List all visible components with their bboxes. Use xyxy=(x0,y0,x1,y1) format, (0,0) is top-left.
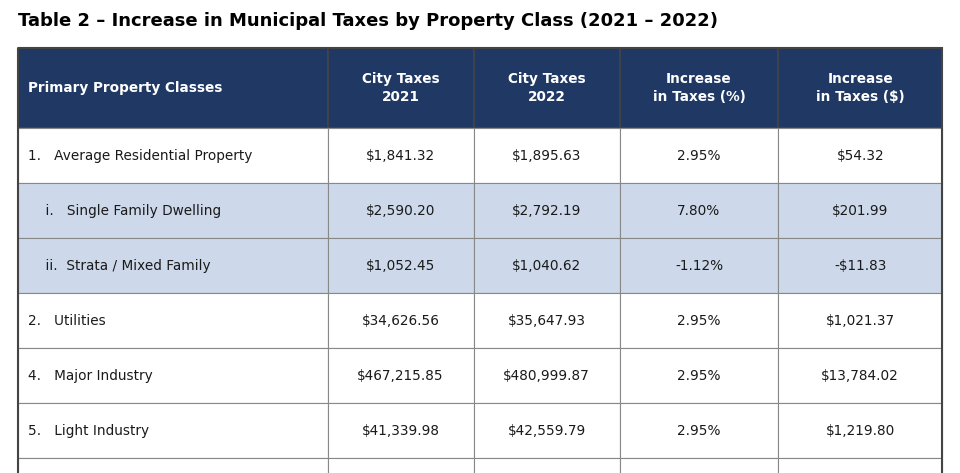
Bar xyxy=(327,48,473,128)
Bar xyxy=(779,293,942,348)
Bar xyxy=(327,128,473,183)
Text: $480,999.87: $480,999.87 xyxy=(503,368,589,383)
Text: $34,626.56: $34,626.56 xyxy=(362,314,440,327)
Bar xyxy=(473,183,619,238)
Text: $2,792.19: $2,792.19 xyxy=(512,203,581,218)
Text: $42,559.79: $42,559.79 xyxy=(508,423,586,438)
Bar xyxy=(779,348,942,403)
Bar xyxy=(18,48,327,128)
Text: $54.32: $54.32 xyxy=(836,149,884,163)
Text: 4.   Major Industry: 4. Major Industry xyxy=(28,368,153,383)
Bar xyxy=(327,293,473,348)
Text: Increase
in Taxes ($): Increase in Taxes ($) xyxy=(816,71,904,105)
Bar xyxy=(473,128,619,183)
Bar xyxy=(473,458,619,473)
Bar xyxy=(619,403,779,458)
Text: 2.95%: 2.95% xyxy=(677,423,721,438)
Text: $1,052.45: $1,052.45 xyxy=(366,259,435,272)
Text: 1.   Average Residential Property: 1. Average Residential Property xyxy=(28,149,252,163)
Text: -$11.83: -$11.83 xyxy=(834,259,886,272)
Text: $35,647.93: $35,647.93 xyxy=(508,314,586,327)
Bar xyxy=(473,238,619,293)
Bar xyxy=(473,348,619,403)
Bar xyxy=(327,238,473,293)
Text: $201.99: $201.99 xyxy=(832,203,888,218)
Bar xyxy=(473,403,619,458)
Bar xyxy=(18,458,327,473)
Text: $1,021.37: $1,021.37 xyxy=(826,314,895,327)
Bar xyxy=(18,403,327,458)
Bar xyxy=(18,293,327,348)
Text: City Taxes
2022: City Taxes 2022 xyxy=(508,71,586,105)
Bar xyxy=(473,48,619,128)
Bar xyxy=(619,458,779,473)
Bar xyxy=(327,403,473,458)
Text: Primary Property Classes: Primary Property Classes xyxy=(28,81,223,95)
Bar xyxy=(18,128,327,183)
Text: $1,841.32: $1,841.32 xyxy=(366,149,435,163)
Text: $2,590.20: $2,590.20 xyxy=(366,203,435,218)
Text: Table 2 – Increase in Municipal Taxes by Property Class (2021 – 2022): Table 2 – Increase in Municipal Taxes by… xyxy=(18,12,718,30)
Text: City Taxes
2021: City Taxes 2021 xyxy=(362,71,440,105)
Text: ii.  Strata / Mixed Family: ii. Strata / Mixed Family xyxy=(28,259,210,272)
Bar xyxy=(619,183,779,238)
Text: -1.12%: -1.12% xyxy=(675,259,723,272)
Bar xyxy=(779,48,942,128)
Text: $41,339.98: $41,339.98 xyxy=(362,423,440,438)
Bar xyxy=(619,238,779,293)
Bar xyxy=(619,48,779,128)
Bar xyxy=(327,458,473,473)
Bar xyxy=(473,293,619,348)
Bar xyxy=(327,348,473,403)
Text: $13,784.02: $13,784.02 xyxy=(822,368,900,383)
Bar xyxy=(18,238,327,293)
Bar xyxy=(619,128,779,183)
Text: $1,040.62: $1,040.62 xyxy=(512,259,581,272)
Bar xyxy=(18,183,327,238)
Bar xyxy=(779,183,942,238)
Bar xyxy=(779,128,942,183)
Text: 2.95%: 2.95% xyxy=(677,368,721,383)
Bar xyxy=(779,403,942,458)
Bar xyxy=(619,348,779,403)
Text: 5.   Light Industry: 5. Light Industry xyxy=(28,423,149,438)
Bar xyxy=(779,238,942,293)
Text: 2.95%: 2.95% xyxy=(677,314,721,327)
Text: 2.95%: 2.95% xyxy=(677,149,721,163)
Bar xyxy=(327,183,473,238)
Bar xyxy=(779,458,942,473)
Text: $1,895.63: $1,895.63 xyxy=(512,149,581,163)
Text: 7.80%: 7.80% xyxy=(678,203,721,218)
Text: i.   Single Family Dwelling: i. Single Family Dwelling xyxy=(28,203,221,218)
Bar xyxy=(18,348,327,403)
Bar xyxy=(619,293,779,348)
Text: 2.   Utilities: 2. Utilities xyxy=(28,314,106,327)
Text: $467,215.85: $467,215.85 xyxy=(357,368,444,383)
Text: Increase
in Taxes (%): Increase in Taxes (%) xyxy=(653,71,745,105)
Text: $1,219.80: $1,219.80 xyxy=(826,423,895,438)
